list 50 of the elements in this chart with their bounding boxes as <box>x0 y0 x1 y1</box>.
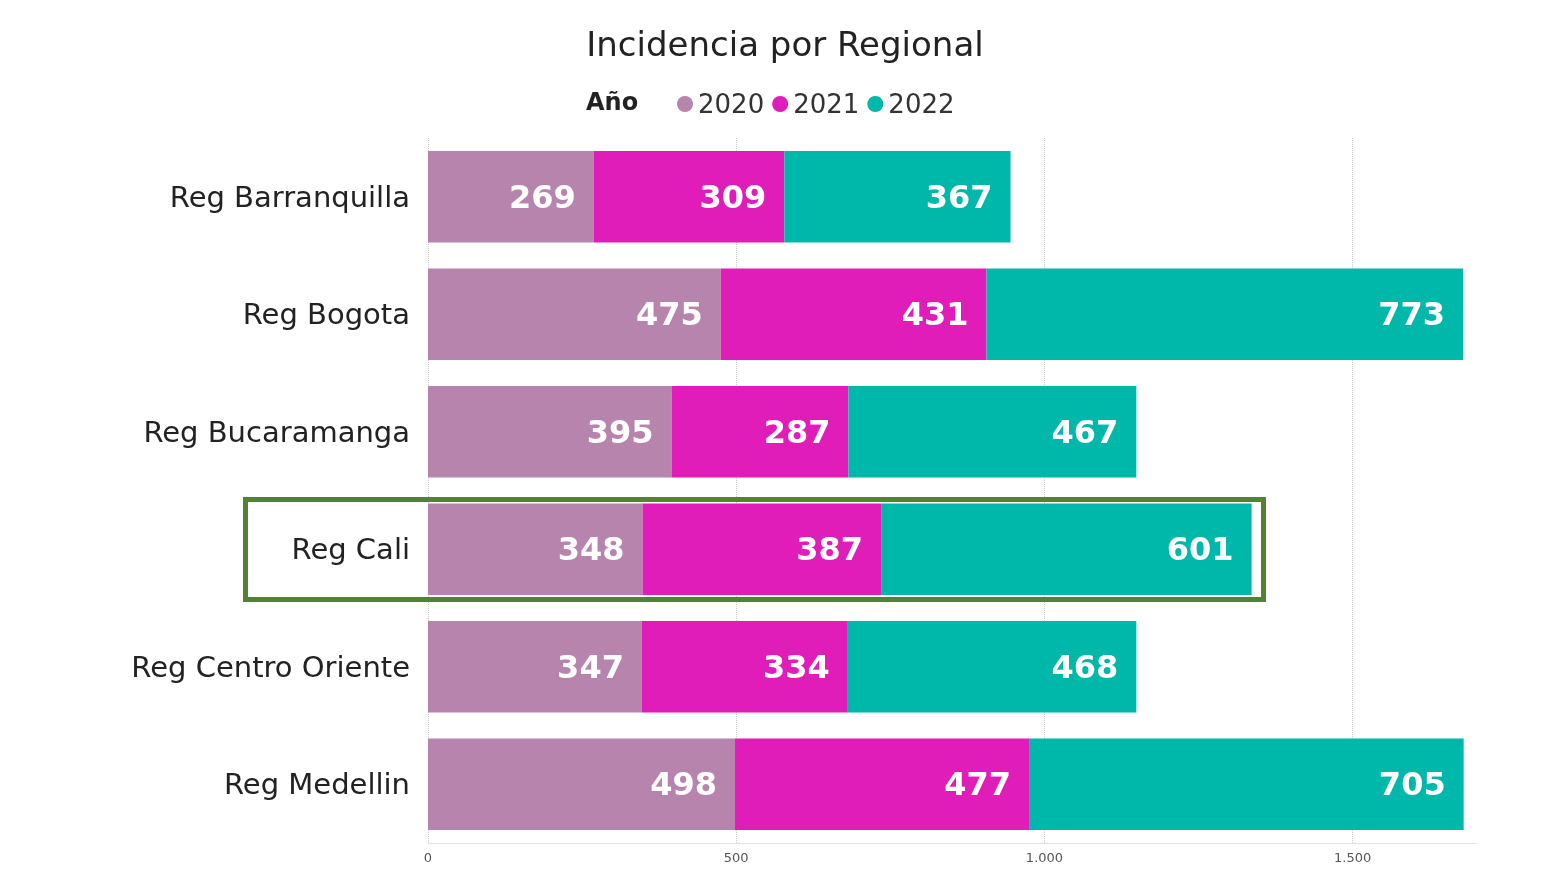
data-label: 498 <box>650 765 717 804</box>
data-label: 475 <box>636 295 703 334</box>
y-tick-label: Reg Centro Oriente <box>131 649 410 684</box>
data-label: 347 <box>557 647 624 686</box>
legend-label: 2022 <box>888 89 955 119</box>
bar <box>641 620 848 713</box>
data-label: 287 <box>763 412 831 451</box>
data-label: 773 <box>1378 295 1446 334</box>
bar <box>428 503 643 596</box>
data-label: 269 <box>509 177 576 216</box>
x-tick-label: 1.500 <box>1334 850 1372 865</box>
data-label: 348 <box>557 530 625 569</box>
bar <box>720 268 987 361</box>
bar <box>735 738 1030 831</box>
bar <box>428 738 735 831</box>
data-label: 601 <box>1166 530 1234 569</box>
legend-label: 2021 <box>793 89 860 119</box>
data-label: 477 <box>944 765 1012 804</box>
y-tick-label: Reg Medellin <box>224 767 410 802</box>
data-label: 367 <box>925 177 993 216</box>
bar <box>848 385 1137 478</box>
data-label: 431 <box>901 295 969 334</box>
bar <box>784 150 1011 243</box>
bar <box>642 503 882 596</box>
bar <box>1029 738 1464 831</box>
bar <box>847 620 1137 713</box>
bar <box>593 150 785 243</box>
data-label: 309 <box>699 177 767 216</box>
y-tick-label: Reg Bucaramanga <box>143 414 410 449</box>
data-label: 705 <box>1378 765 1446 804</box>
data-label: 387 <box>796 530 864 569</box>
bar <box>428 268 721 361</box>
data-label: 467 <box>1051 412 1119 451</box>
bar <box>428 620 642 713</box>
data-label: 395 <box>586 412 654 451</box>
bar <box>428 150 594 243</box>
x-tick-label: 0 <box>423 850 433 865</box>
y-tick-label: Reg Cali <box>291 532 410 567</box>
bar <box>428 385 672 478</box>
bar <box>671 385 849 478</box>
data-label: 334 <box>763 647 830 686</box>
legend-label: 2020 <box>698 89 765 119</box>
x-tick-label: 1.000 <box>1025 850 1064 865</box>
y-tick-label: Reg Barranquilla <box>169 179 410 214</box>
y-tick-label: Reg Bogota <box>242 297 410 332</box>
legend-title: Año <box>586 88 639 116</box>
x-tick-label: 500 <box>723 850 749 865</box>
bar <box>986 268 1464 361</box>
data-label: 468 <box>1051 647 1119 686</box>
chart-title: Incidencia por Regional <box>586 24 984 64</box>
